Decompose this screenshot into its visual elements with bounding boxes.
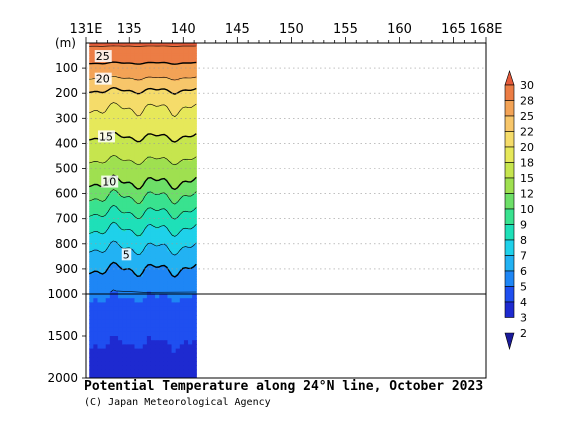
contour-line: [110, 289, 197, 293]
contour-line: [89, 102, 197, 117]
x-tick-label: 160: [387, 22, 412, 37]
colorbar-label: 5: [520, 281, 527, 294]
colorbar-bottom-arrow: [504, 332, 515, 351]
lower-panel-fill: [89, 294, 197, 378]
y-tick-label: 200: [55, 86, 78, 100]
y-axis: (m) 100 200 300 400 500 600 700 800 900 1000 1500 20…: [47, 36, 486, 385]
colorbar-band: [504, 208, 515, 225]
contour-label-bg: [97, 130, 115, 143]
contour-label: 5: [123, 248, 130, 261]
colorbar-band: [504, 177, 515, 194]
colorbar-band: [504, 301, 515, 318]
contour-line: [89, 240, 197, 256]
colorbar-band: [504, 239, 515, 256]
chart-title: Potential Temperature along 24°N line, O…: [84, 379, 484, 394]
contour-label: 20: [96, 73, 110, 86]
contour-label-bg: [94, 50, 112, 63]
contour-line: [89, 86, 197, 95]
x-tick-label: 145: [225, 22, 250, 37]
colorbar-band: [504, 131, 515, 148]
contour-line: [88, 261, 197, 278]
x-tick-label: 140: [171, 22, 196, 37]
y-unit-label: (m): [55, 36, 76, 50]
contour-labels: 25 20 15 10 5: [94, 50, 132, 261]
contour-label: 10: [102, 176, 116, 189]
plot-border: [85, 42, 487, 379]
colorbar-band: [504, 115, 515, 132]
y-tick-label: 700: [55, 212, 78, 226]
colorbar-label: 12: [520, 188, 534, 201]
x-tick-label: 135: [117, 22, 142, 37]
y-tick-label: 900: [55, 262, 78, 276]
contour-label-bg: [94, 72, 112, 85]
contour-line: [89, 61, 197, 65]
colorbar-band: [504, 84, 515, 101]
colorbar-label: 3: [520, 312, 527, 325]
colorbar-legend: 30 28 25 22 20 18 15 12 10 9 8 7 6 5 4 3 2: [504, 70, 534, 351]
contour-label-bg: [101, 175, 119, 188]
contour-line: [89, 189, 197, 205]
y-tick-label: 1000: [47, 287, 78, 301]
contour-label: 15: [99, 130, 113, 143]
colorbar-label: 22: [520, 126, 534, 139]
y-tick-label: 300: [55, 111, 78, 125]
contour-line: [89, 205, 197, 220]
colorbar-label: 4: [520, 296, 527, 309]
colorbar-label: 18: [520, 157, 534, 170]
x-tick-label: 131E: [69, 22, 102, 37]
colorbar-label: 28: [520, 95, 534, 108]
colorbar-label: 9: [520, 219, 527, 232]
colorbar-top-arrow: [504, 70, 515, 86]
contour-label-bg: [121, 248, 132, 261]
x-tick-label: 168E: [469, 22, 502, 37]
x-tick-label: 150: [279, 22, 304, 37]
x-tick-label: 165: [441, 22, 466, 37]
contour-label: 25: [96, 50, 110, 63]
colorbar-band: [504, 255, 515, 272]
colorbar-label: 2: [520, 327, 527, 340]
colorbar-label: 30: [520, 79, 534, 92]
y-tick-label: 600: [55, 187, 78, 201]
x-tick-label: 155: [333, 22, 358, 37]
y-tick-label: 1500: [47, 329, 78, 343]
colorbar-label: 15: [520, 172, 534, 185]
colorbar-band: [504, 224, 515, 241]
y-tick-label: 400: [55, 136, 78, 150]
y-tick-label: 2000: [47, 371, 78, 385]
chart-credit: (C) Japan Meteorological Agency: [84, 397, 271, 408]
contour-line: [89, 155, 197, 166]
colorbar-band: [504, 100, 515, 117]
colorbar-label: 20: [520, 141, 534, 154]
colorbar-band: [504, 162, 515, 179]
colorbar-label: 10: [520, 203, 534, 216]
colorbar-band: [504, 270, 515, 287]
y-tick-label: 500: [55, 162, 78, 176]
colorbar-band: [504, 286, 515, 303]
y-tick-label: 100: [55, 61, 78, 75]
colorbar-band: [504, 193, 515, 210]
colorbar-label: 6: [520, 265, 527, 278]
colorbar-label: 8: [520, 234, 527, 247]
y-tick-label: 800: [55, 237, 78, 251]
contour-line: [89, 45, 197, 47]
x-axis: 131E 135 140 145 150 155 160 165 168E: [69, 22, 503, 43]
plot-frame: [85, 42, 487, 379]
colorbar-label: 7: [520, 250, 527, 263]
colorbar-label: 25: [520, 110, 534, 123]
colorbar-band: [504, 146, 515, 163]
contour-line: [89, 221, 197, 237]
